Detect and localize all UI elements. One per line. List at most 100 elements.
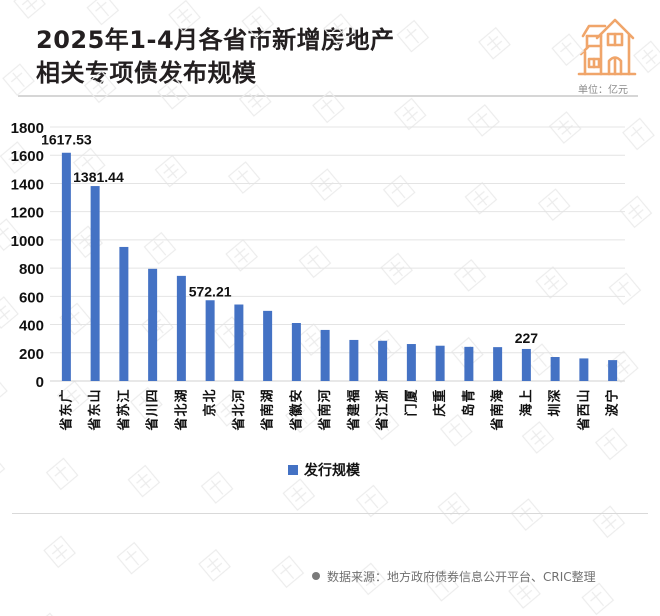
x-tick-label: 省 (58, 417, 74, 431)
x-tick-label: 广 (58, 389, 74, 402)
x-tick-label: 海 (518, 403, 534, 416)
x-tick-label: 江 (116, 389, 132, 402)
y-tick-label: 400 (19, 318, 44, 335)
x-tick-label: 省 (116, 417, 132, 431)
x-tick-label: 福 (346, 389, 362, 403)
data-label: 1617.53 (41, 132, 92, 148)
bars (61, 152, 618, 381)
x-tick-label: 南 (490, 403, 506, 416)
x-tick-label: 徽 (288, 403, 304, 418)
x-tick-label: 省 (231, 417, 247, 431)
x-tick-label: 深 (547, 389, 563, 402)
x-tick-label: 厦 (403, 389, 419, 403)
x-tick-label: 京 (202, 403, 218, 416)
x-tick-label: 青 (461, 389, 477, 402)
data-source-text: 数据来源：地方政府债券信息公开平台、CRIC整理 (327, 570, 596, 584)
x-tick-label: 安 (288, 389, 304, 402)
x-axis-ticks: 广东省山东省江苏省四川省湖北省北京河北省湖南省安徽省河南省福建省浙江省厦门重庆青… (58, 389, 620, 432)
gridlines (50, 126, 625, 382)
y-axis-ticks: 0 200 400 600 800 1000 1200 1400 1600 1800 (11, 120, 44, 391)
data-labels: 1617.53 1381.44 572.21 227 (41, 132, 538, 346)
chart-legend: 发行规模 (288, 460, 360, 480)
bar (205, 300, 215, 381)
bar-chart: 0 200 400 600 800 1000 1200 1400 1600 1800 1617.5… (11, 120, 625, 432)
x-tick-label: 东 (87, 403, 103, 416)
x-tick-label: 省 (375, 417, 391, 431)
x-tick-label: 西 (577, 403, 592, 416)
x-tick-label: 省 (260, 417, 276, 431)
data-label: 1381.44 (73, 169, 124, 185)
x-tick-label: 建 (346, 403, 362, 416)
bar (234, 304, 244, 381)
x-tick-label: 北 (232, 403, 247, 416)
x-tick-label: 省 (317, 417, 333, 431)
x-tick-label: 南 (317, 403, 333, 416)
bar (119, 246, 129, 381)
x-tick-label: 重 (432, 389, 448, 402)
bar (435, 345, 445, 381)
bar (349, 339, 359, 381)
x-tick-label: 苏 (116, 403, 132, 416)
bar (406, 344, 416, 381)
x-tick-label: 门 (403, 403, 419, 416)
x-tick-label: 海 (490, 389, 506, 402)
y-tick-label: 1400 (11, 176, 44, 193)
x-tick-label: 湖 (174, 389, 189, 402)
bar (263, 310, 273, 381)
bar (521, 348, 531, 381)
x-tick-label: 河 (317, 389, 333, 402)
y-tick-label: 1000 (11, 233, 44, 250)
x-tick-label: 省 (145, 417, 161, 431)
x-tick-label: 省 (173, 417, 189, 431)
y-tick-label: 200 (19, 346, 44, 363)
x-tick-label: 省 (87, 417, 103, 431)
footer-divider (12, 513, 648, 514)
bar (320, 329, 330, 381)
x-tick-label: 宁 (605, 389, 621, 402)
bar (148, 268, 158, 381)
y-tick-label: 600 (19, 289, 44, 306)
x-tick-label: 北 (174, 403, 189, 416)
x-tick-label: 圳 (547, 403, 563, 416)
y-tick-label: 1600 (11, 148, 44, 165)
x-tick-label: 东 (58, 403, 74, 416)
x-tick-label: 四 (146, 389, 161, 402)
x-tick-label: 湖 (261, 389, 276, 402)
bar (90, 186, 100, 381)
x-tick-label: 省 (346, 417, 362, 431)
x-tick-label: 省 (490, 417, 506, 431)
bar (176, 275, 186, 381)
y-tick-label: 1800 (11, 120, 44, 137)
x-tick-label: 庆 (432, 403, 448, 417)
x-tick-label: 浙 (375, 389, 391, 402)
bar (608, 360, 618, 381)
bar (61, 152, 71, 381)
legend-label: 发行规模 (304, 463, 360, 479)
y-tick-label: 800 (19, 261, 44, 278)
bar (291, 323, 301, 381)
x-tick-label: 山 (87, 389, 103, 402)
x-tick-label: 省 (576, 417, 592, 431)
bar (579, 358, 589, 381)
x-tick-label: 河 (231, 389, 247, 402)
x-tick-label: 上 (519, 389, 534, 402)
data-label: 227 (515, 330, 539, 346)
x-tick-label: 岛 (461, 403, 477, 416)
bar (464, 346, 474, 381)
x-tick-label: 川 (146, 403, 161, 417)
y-tick-label: 0 (36, 374, 44, 391)
data-source: 数据来源：地方政府债券信息公开平台、CRIC整理 (312, 568, 596, 585)
dot-icon (312, 572, 320, 580)
x-tick-label: 南 (260, 403, 276, 416)
x-tick-label: 波 (605, 403, 621, 417)
x-tick-label: 北 (203, 389, 218, 402)
data-label: 572.21 (189, 283, 232, 299)
bar (493, 347, 503, 381)
y-tick-label: 1200 (11, 205, 44, 222)
bar (550, 357, 560, 381)
legend-swatch (288, 465, 298, 475)
x-tick-label: 山 (576, 389, 592, 402)
bar (378, 340, 388, 381)
x-tick-label: 省 (288, 417, 304, 431)
x-tick-label: 江 (375, 403, 391, 416)
